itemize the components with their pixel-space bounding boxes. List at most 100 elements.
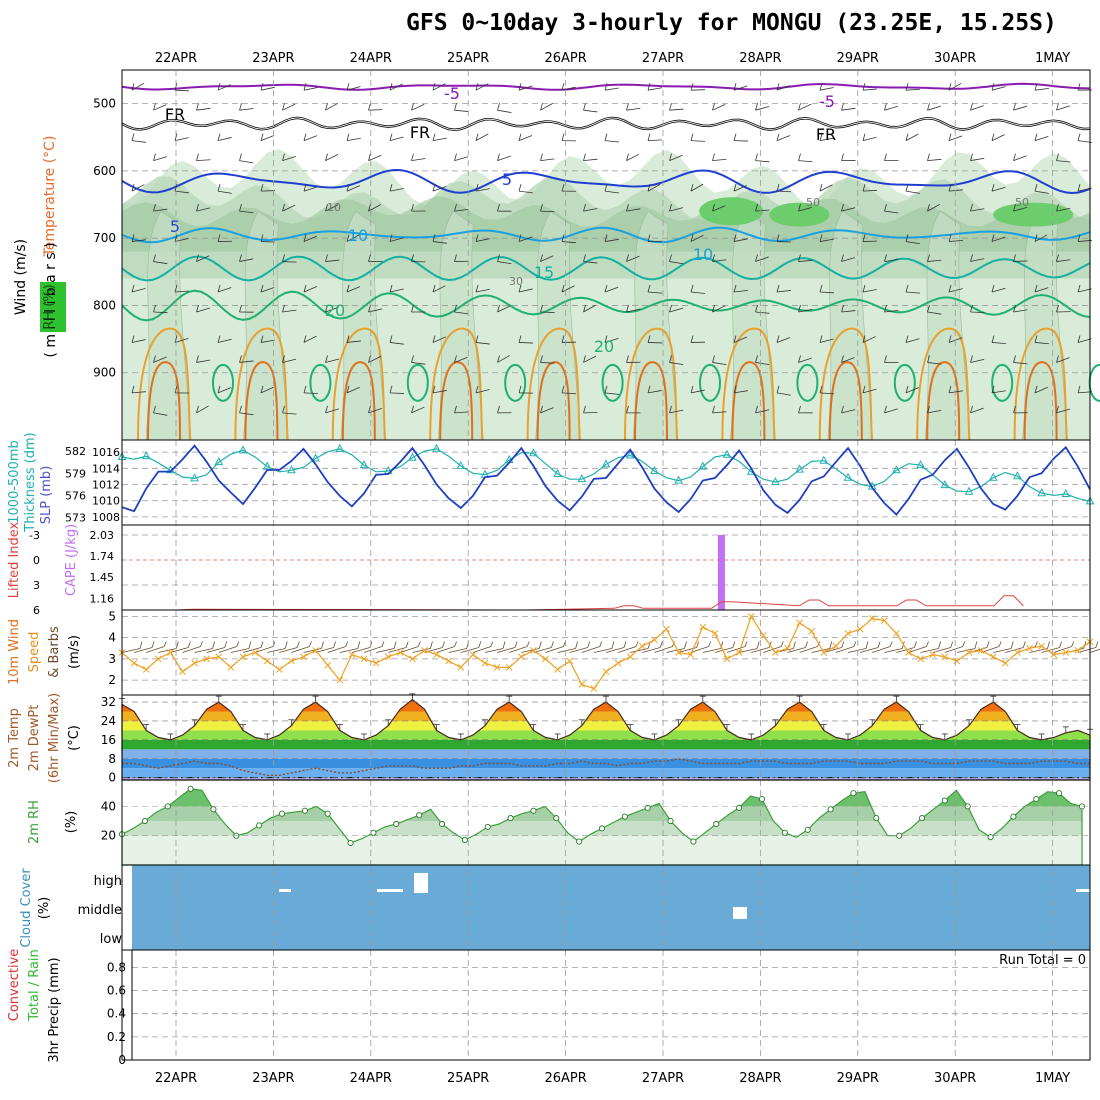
contour-label-5: 5 (502, 170, 512, 189)
rh-point-70 (918, 815, 926, 822)
wind-point-28 (457, 664, 465, 671)
rh-point-38 (553, 815, 560, 822)
contour-label-1: -5 (819, 92, 835, 111)
wind-point-47 (687, 651, 695, 658)
cape-panel: -3 0 3 6 1.16 1.45 1.74 2.03 (29, 524, 1091, 617)
x-tick-bottom-2: 24APR (350, 1071, 392, 1086)
wind-point-15 (300, 653, 307, 661)
temp-tick-4: 32 (101, 695, 116, 709)
ylabel-slp: SLP (mb) (39, 466, 54, 525)
thickness-point-64 (892, 465, 901, 474)
temp-tick-2: 16 (101, 733, 116, 747)
rh-point-16 (301, 807, 308, 814)
thickness-point-66 (916, 460, 925, 469)
ylabel-rh: RH (%) (42, 284, 57, 329)
wind-point-33 (517, 653, 525, 661)
wind-point-35 (542, 655, 549, 663)
contour-label-11: 20 (594, 337, 614, 356)
wind-point-7 (203, 655, 211, 663)
wind-point-56 (796, 619, 803, 627)
slp-panel: 573 576 579 582 1008 1010 1012 1014 1016 (65, 439, 1095, 526)
cloud-gap-0 (279, 889, 291, 892)
rh-point-76 (987, 834, 994, 841)
thickness-point-72 (988, 472, 998, 481)
rh-point-58 (781, 829, 788, 836)
wind-point-2 (142, 666, 150, 673)
rh-point-26 (416, 812, 423, 819)
thickness-point-8 (214, 457, 224, 466)
cloud-gap-3 (733, 907, 747, 919)
rh-point-12 (256, 822, 263, 829)
ylabel-thickness: Thickness (dm) (23, 432, 38, 532)
p-tick-0: 500 (93, 97, 116, 111)
wind-point-53 (759, 632, 767, 639)
thickness-point-6 (190, 473, 199, 482)
wind-point-30 (481, 659, 489, 667)
rh-point-82 (1056, 790, 1063, 797)
wind-point-1 (130, 659, 138, 667)
ylabel-millibars: ( m i l l i b a r s ) (43, 242, 59, 357)
wind-point-62 (868, 615, 876, 622)
wind-point-18 (336, 676, 344, 684)
wind-point-4 (167, 649, 174, 656)
contour-label-15: 50 (1015, 196, 1029, 209)
wind-point-9 (227, 664, 235, 671)
series-2m-dewpt (122, 758, 1090, 776)
rh-point-34 (507, 815, 514, 822)
x-tick-top-4: 26APR (544, 51, 586, 66)
thickness-point-38 (577, 474, 587, 483)
wind-tick-0: 2 (108, 673, 116, 687)
wind-point-66 (917, 655, 924, 663)
series-thickness-line (121, 448, 1091, 502)
ylabel-temp-unit: (°C) (67, 725, 82, 751)
thickness-point-14 (287, 465, 296, 474)
wind-point-74 (1014, 649, 1021, 656)
thickness-point-74 (1013, 471, 1022, 480)
thickness-point-2 (141, 451, 151, 460)
x-tick-bottom-6: 28APR (739, 1071, 781, 1086)
thickness-point-24 (408, 452, 417, 461)
thickness-point-28 (456, 460, 466, 469)
temp-tick-1: 8 (108, 752, 116, 766)
precip-tick-3: 0.6 (107, 984, 126, 998)
x-tick-bottom-4: 26APR (544, 1071, 586, 1086)
temp-panel: 0 8 16 24 32 (101, 693, 1093, 785)
thickness-point-54 (771, 477, 780, 486)
upper-air-panel: -5 -5 FR FR FR 5 5 10 10 15 20 20 10 30 50 50 500 600 700 8… (40, 69, 1100, 441)
wind-point-45 (663, 625, 670, 633)
wind-point-12 (263, 657, 271, 665)
wind-point-64 (893, 630, 900, 637)
wind-point-39 (590, 685, 598, 692)
precip-frame (131, 949, 1091, 1061)
rh-point-50 (690, 838, 697, 845)
wind-point-70 (965, 649, 973, 656)
thickness-point-70 (964, 486, 974, 495)
wind-point-44 (651, 636, 658, 644)
ylabel-10m-wind: 10m Wind (7, 619, 22, 685)
contour-label-13: 30 (509, 275, 523, 288)
p-tick-4: 900 (93, 366, 116, 380)
wind-point-19 (348, 651, 356, 658)
rh-point-46 (644, 804, 651, 811)
slp-tick-0: 1008 (92, 511, 120, 524)
li-tick-0: -3 (29, 529, 40, 542)
wind-point-11 (251, 649, 259, 656)
ylabel-total-rain: Total / Rain (27, 949, 42, 1022)
ylabel-minmax: (6hr Min/Max) (47, 693, 62, 783)
precip-tick-4: 0.8 (107, 960, 126, 974)
thickness-point-68 (940, 480, 950, 489)
run-total: Run Total = 0 (999, 953, 1086, 968)
ylabel-wind-unit: (m/s) (67, 635, 82, 669)
slp-frame (121, 439, 1091, 526)
rh-point-22 (370, 829, 377, 836)
thickness-point-26 (432, 443, 441, 452)
ylabel-speed: Speed (27, 632, 42, 673)
contour-label-14: 50 (806, 196, 820, 209)
cape-tick-1: 1.45 (90, 571, 115, 584)
ylabel-cape: CAPE (J/kg) (64, 524, 79, 596)
rh-point-60 (804, 826, 811, 833)
wind-point-77 (1050, 651, 1058, 658)
wind-tick-3: 5 (108, 609, 116, 623)
x-tick-bottom-8: 30APR (934, 1071, 976, 1086)
contour-label-6: 5 (170, 217, 180, 236)
